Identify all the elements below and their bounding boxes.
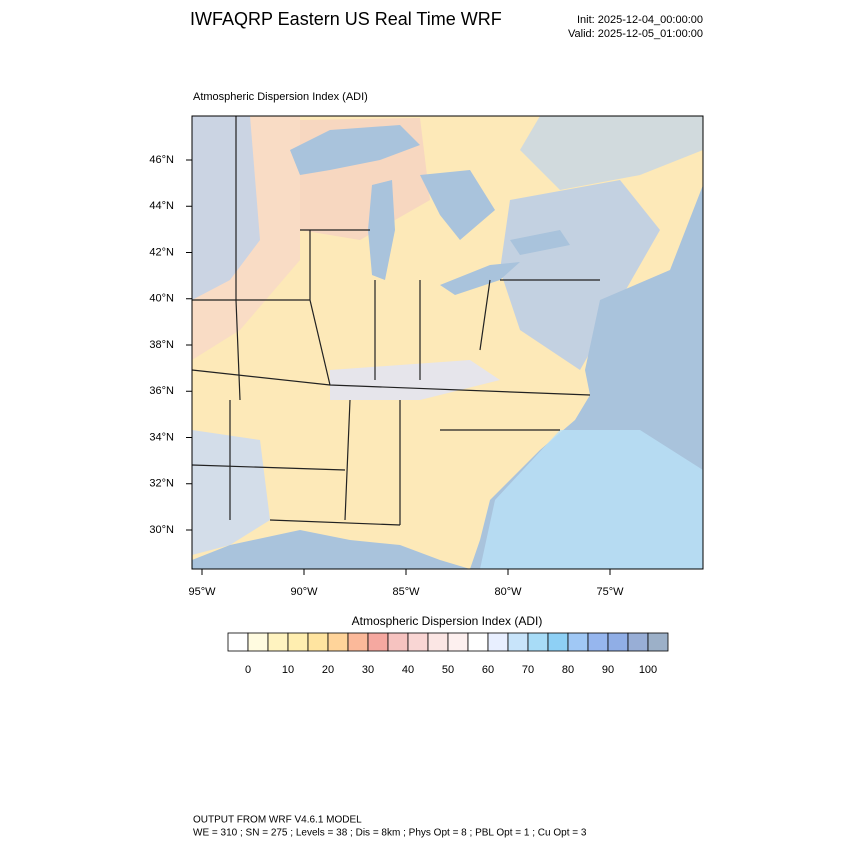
- colorbar-tick-label: 70: [522, 664, 534, 676]
- colorbar-tick-label: 80: [562, 664, 574, 676]
- lake-michigan: [368, 180, 395, 280]
- lake-superior: [290, 125, 420, 175]
- lat-label: 46°N: [149, 154, 174, 166]
- colorbar-box: [627, 632, 649, 652]
- lat-label: 40°N: [149, 293, 174, 305]
- map: [191, 115, 704, 570]
- colorbar-box: [487, 632, 509, 652]
- init-time: Init: 2025-12-04_00:00:00: [577, 14, 703, 26]
- colorbar-box: [567, 632, 589, 652]
- colorbar-box: [647, 632, 669, 652]
- colorbar-title: Atmospheric Dispersion Index (ADI): [352, 614, 543, 628]
- lon-label: 80°W: [494, 586, 522, 598]
- lon-label: 85°W: [392, 586, 420, 598]
- colorbar-box: [587, 632, 609, 652]
- colorbar-box: [367, 632, 389, 652]
- map-subtitle: Atmospheric Dispersion Index (ADI): [193, 91, 368, 103]
- lon-label: 95°W: [188, 586, 216, 598]
- footer-line: WE = 310 ; SN = 275 ; Levels = 38 ; Dis …: [193, 828, 587, 839]
- title: IWFAQRP Eastern US Real Time WRF: [190, 9, 502, 29]
- region-tint: [500, 180, 660, 370]
- footer-line: OUTPUT FROM WRF V4.6.1 MODEL: [193, 815, 362, 826]
- canada-tint: [520, 116, 703, 190]
- colorbar-box: [247, 632, 269, 652]
- state-lines: [191, 116, 600, 526]
- region-tint: [192, 116, 260, 300]
- colorbar-tick-label: 40: [402, 664, 414, 676]
- gulf: [192, 530, 470, 569]
- lat-label: 38°N: [149, 339, 174, 351]
- colorbar-box: [407, 632, 429, 652]
- lake-huron: [420, 170, 495, 240]
- colorbar-box: [347, 632, 369, 652]
- lon-label: 90°W: [290, 586, 318, 598]
- colorbar-tick-label: 60: [482, 664, 494, 676]
- colorbar-box: [527, 632, 549, 652]
- colorbar-box: [287, 632, 309, 652]
- lake-erie: [440, 262, 520, 295]
- region-tint: [192, 430, 270, 555]
- colorbar-box: [267, 632, 289, 652]
- colorbar-box: [467, 632, 489, 652]
- colorbar-tick-label: 20: [322, 664, 334, 676]
- colorbar-box: [547, 632, 569, 652]
- colorbar-tick-label: 50: [442, 664, 454, 676]
- colorbar-box: [307, 632, 329, 652]
- lat-label: 34°N: [149, 431, 174, 443]
- lake-ontario: [510, 230, 570, 255]
- lat-label: 30°N: [149, 524, 174, 536]
- lat-label: 42°N: [149, 246, 174, 258]
- colorbar-tick-label: 0: [245, 664, 251, 676]
- ocean-tint: [480, 430, 703, 569]
- map-frame: [191, 115, 704, 570]
- colorbar-box: [507, 632, 529, 652]
- colorbar-tick-label: 30: [362, 664, 374, 676]
- colorbar-box: [327, 632, 349, 652]
- lon-label: 75°W: [596, 586, 624, 598]
- valid-time: Valid: 2025-12-05_01:00:00: [568, 28, 703, 40]
- colorbar-box: [427, 632, 449, 652]
- colorbar-box: [607, 632, 629, 652]
- colorbar-box: [227, 632, 249, 652]
- lat-label: 36°N: [149, 385, 174, 397]
- colorbar-box: [447, 632, 469, 652]
- lat-label: 32°N: [149, 478, 174, 490]
- colorbar-tick-label: 100: [639, 664, 657, 676]
- colorbar-tick-label: 10: [282, 664, 294, 676]
- lat-label: 44°N: [149, 200, 174, 212]
- colorbar-box: [387, 632, 409, 652]
- colorbar-tick-label: 90: [602, 664, 614, 676]
